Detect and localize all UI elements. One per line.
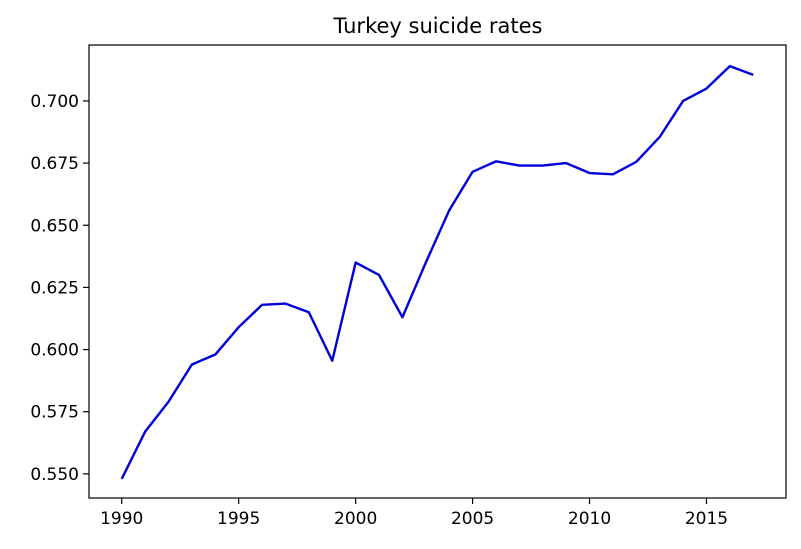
y-tick-label: 0.625	[30, 278, 79, 298]
x-tick-label: 2005	[451, 509, 494, 529]
x-tick-label: 2010	[568, 509, 611, 529]
y-axis: 0.550 0.575 0.600 0.625 0.650 0.675 0.700	[30, 92, 89, 485]
y-tick-label: 0.600	[30, 341, 79, 361]
x-tick-label: 2000	[334, 509, 377, 529]
y-tick-label: 0.550	[30, 465, 79, 485]
y-tick-label: 0.650	[30, 216, 79, 236]
x-tick-label: 1995	[217, 509, 260, 529]
y-tick-label: 0.700	[30, 92, 79, 112]
x-tick-label: 2015	[685, 509, 728, 529]
series-line	[120, 64, 754, 480]
x-tick-label: 1990	[100, 509, 143, 529]
y-tick-label: 0.575	[30, 403, 79, 423]
chart-title: Turkey suicide rates	[332, 14, 542, 38]
x-axis: 1990 1995 2000 2005 2010 2015	[100, 498, 728, 529]
plot-area	[88, 44, 787, 499]
series-layer	[120, 64, 754, 480]
y-tick-label: 0.675	[30, 154, 79, 174]
